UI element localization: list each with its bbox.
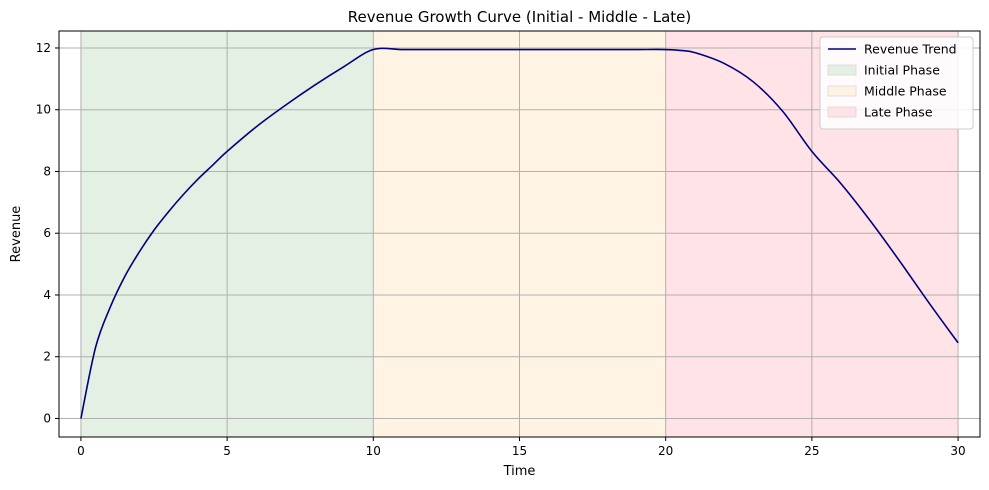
legend-swatch — [827, 106, 857, 118]
y-tick-label: 0 — [43, 411, 51, 425]
y-tick-label: 2 — [43, 350, 51, 364]
legend-swatch — [827, 85, 857, 97]
legend-entry: Initial Phase — [864, 63, 940, 78]
legend-entry: Late Phase — [864, 105, 933, 120]
legend-entry: Middle Phase — [864, 84, 947, 99]
legend-box — [819, 36, 974, 130]
x-tick-label: 20 — [658, 444, 673, 458]
y-tick-label: 12 — [36, 41, 51, 55]
x-tick-label: 30 — [950, 444, 965, 458]
y-axis-title: Revenue — [9, 206, 24, 263]
x-axis-title: Time — [503, 464, 536, 479]
y-tick-label: 8 — [43, 164, 51, 178]
legend: Revenue Trend Initial Phase Middle Phase La… — [819, 36, 974, 130]
x-tick-label: 10 — [366, 444, 381, 458]
chart-title: Revenue Growth Curve (Initial - Middle -… — [348, 8, 692, 26]
x-tick-label: 25 — [804, 444, 819, 458]
series-layer — [80, 47, 959, 419]
legend-swatch — [827, 64, 857, 76]
series-line-revenue-trend — [80, 47, 959, 419]
legend-items: Revenue Trend Initial Phase Middle Phase La… — [827, 42, 957, 120]
legend-entry: Revenue Trend — [864, 42, 957, 57]
x-axis-ticks: 0 5 10 15 20 25 30 — [77, 437, 966, 458]
y-tick-label: 6 — [43, 226, 51, 240]
x-tick-label: 5 — [223, 444, 231, 458]
x-tick-label: 15 — [512, 444, 527, 458]
y-tick-label: 4 — [43, 288, 51, 302]
y-axis-ticks: 0 2 4 6 8 10 12 — [36, 41, 59, 425]
y-tick-label: 10 — [36, 103, 51, 117]
x-tick-label: 0 — [77, 444, 85, 458]
